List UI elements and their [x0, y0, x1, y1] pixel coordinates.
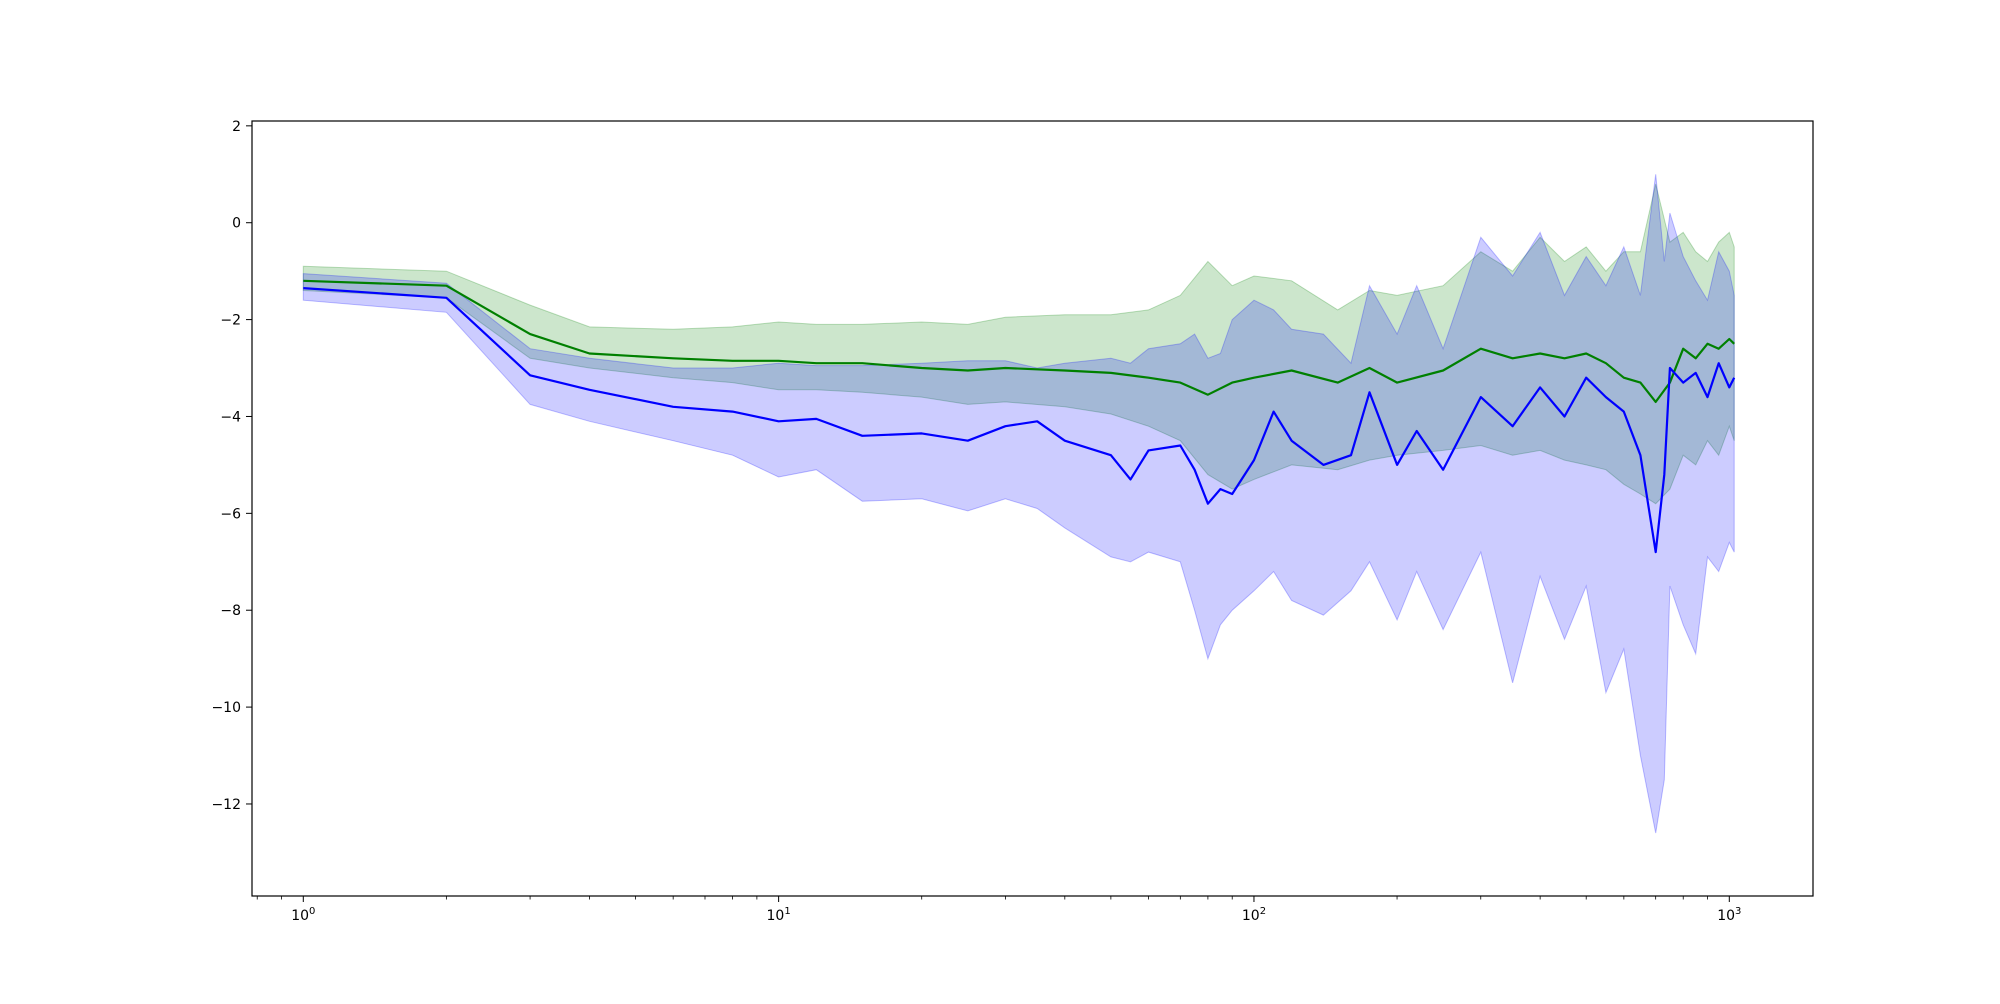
- y-tick-label: −4: [220, 409, 241, 425]
- y-tick-label: 0: [232, 216, 241, 232]
- series-1-band: [302, 174, 1735, 834]
- series-lines: [303, 279, 1736, 554]
- y-tick-label: 2: [232, 119, 241, 135]
- series-0-band: [302, 183, 1735, 505]
- x-tick-label: 101: [767, 906, 791, 924]
- series-0-line: [303, 279, 1735, 403]
- series-1-line: [303, 287, 1736, 554]
- y-tick-label: −8: [220, 603, 241, 619]
- x-tick-label: 100: [291, 906, 315, 924]
- y-tick-label: −10: [211, 700, 241, 716]
- y-axis: 2 0 −2 −4 −6 −8 −10 −12: [211, 119, 252, 813]
- y-tick-label: −12: [211, 797, 241, 813]
- y-tick-label: −6: [220, 506, 241, 522]
- x-tick-label: 102: [1242, 906, 1266, 924]
- plot-frame: [251, 120, 1814, 897]
- y-tick-label: −2: [220, 313, 241, 329]
- x-tick-label: 103: [1717, 906, 1741, 924]
- x-axis: 100 101 102 103: [256, 896, 1741, 924]
- confidence-bands: [302, 174, 1735, 834]
